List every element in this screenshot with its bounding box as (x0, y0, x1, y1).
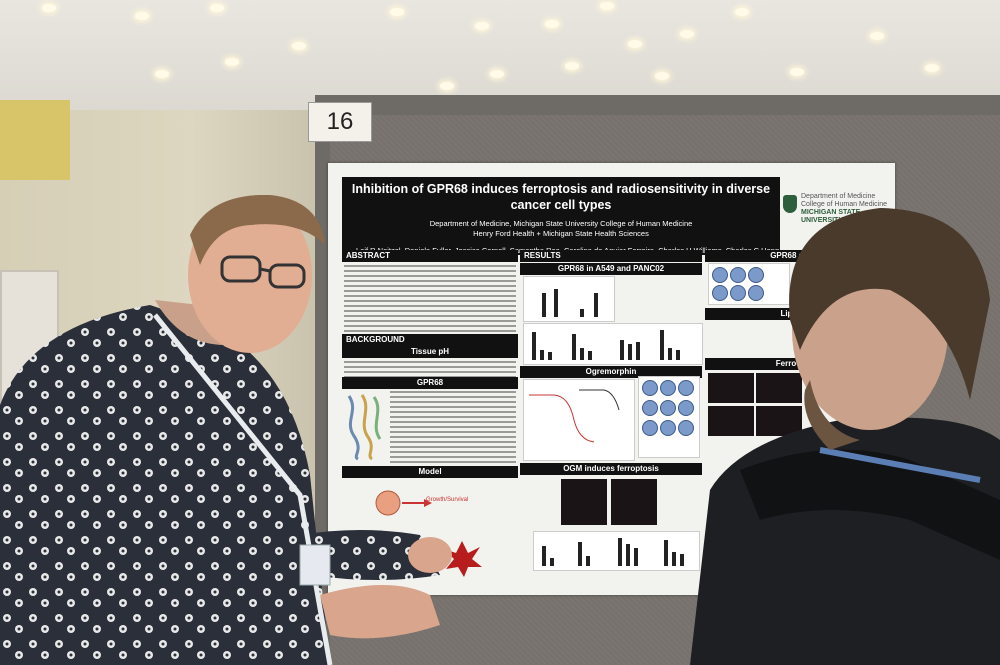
section-tissue-ph: Tissue pH (342, 346, 518, 358)
model-diagram (375, 490, 482, 577)
section-ogremorphin: Ogremorphin (520, 366, 702, 378)
poster-header: Inhibition of GPR68 induces ferroptosis … (342, 177, 780, 255)
affiliation-line-1: Department of Medicine, Michigan State U… (429, 219, 693, 228)
fluorescence-image-1 (561, 479, 607, 525)
msu-logo: Department of Medicine College of Human … (783, 193, 895, 225)
radio-dishes (708, 263, 790, 305)
receptor-structure-image (347, 394, 382, 461)
section-background: BACKGROUND (342, 334, 518, 346)
section-results: RESULTS (520, 250, 702, 262)
section-gpr68-cells: GPR68 in A549 and PANC02 (520, 263, 702, 275)
section-abstract: ABSTRACT (342, 250, 518, 262)
fluorescence-image-2 (611, 479, 657, 525)
logo-line-2: College of Human Medicine (801, 201, 887, 208)
logo-line-3: MICHIGAN STATE UNIVERSITY (801, 209, 861, 224)
gpr68-text (390, 391, 516, 471)
visitor-person (690, 208, 1000, 665)
section-ogm-ferroptosis: OGM induces ferroptosis (520, 463, 702, 475)
poster-title: Inhibition of GPR68 induces ferroptosis … (351, 182, 771, 212)
board-number-sign: 16 (308, 102, 372, 142)
ogremorphin-curves (523, 379, 635, 461)
model-label: Growth/Survival (426, 497, 469, 503)
logo-text: Department of Medicine College of Human … (801, 193, 895, 225)
bar-charts-panel (523, 323, 703, 365)
ferroorange-image-1 (708, 373, 754, 403)
western-bar-panel (523, 276, 615, 322)
research-poster: Inhibition of GPR68 induces ferroptosis … (328, 163, 895, 595)
affiliation-line-2: Henry Ford Health + Michigan State Healt… (473, 229, 649, 238)
spartan-helmet-icon (783, 195, 797, 213)
colony-dishes (638, 376, 700, 458)
presenter-person (0, 195, 452, 665)
logo-line-1: Department of Medicine (801, 193, 876, 200)
ferroptosis-bars (533, 531, 700, 571)
ferroorange-image-4 (756, 406, 802, 436)
section-model: Model (342, 466, 518, 478)
section-gpr68: GPR68 (342, 377, 518, 389)
ferroorange-image-2 (756, 373, 802, 403)
yellow-wall-panel (0, 100, 70, 180)
ferroorange-image-3 (708, 406, 754, 436)
poster-affiliations: Department of Medicine, Michigan State U… (342, 219, 780, 239)
